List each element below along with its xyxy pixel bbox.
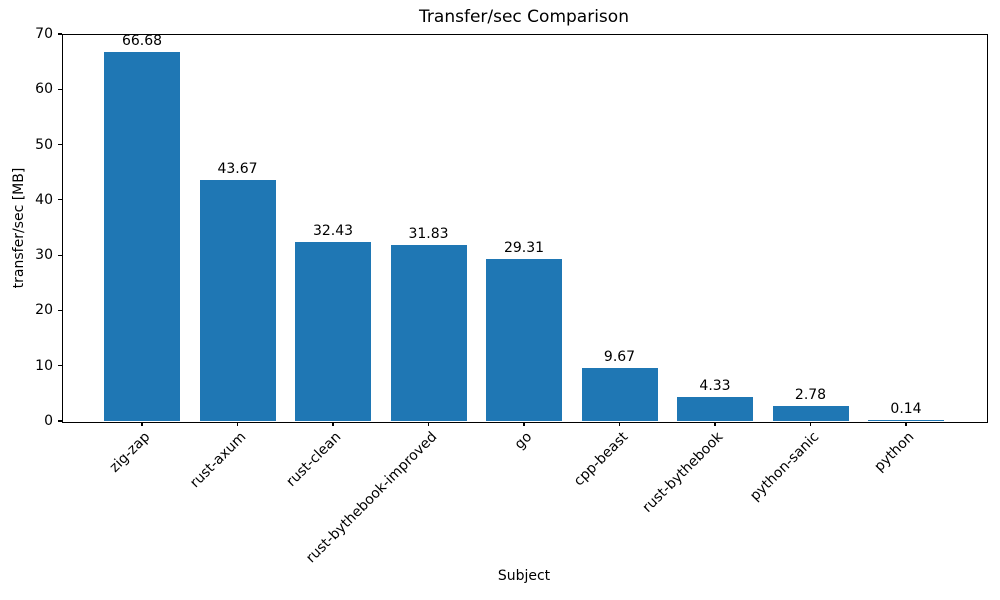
bar-value-label: 4.33 [699, 378, 731, 395]
bar [868, 420, 944, 421]
bar-value-label: 9.67 [603, 348, 636, 365]
x-tick-mark [905, 422, 907, 426]
y-tick-label: 10 [35, 357, 53, 374]
y-tick-label: 50 [35, 136, 53, 153]
bar [199, 179, 276, 421]
x-tick-mark [236, 422, 239, 426]
bar [390, 245, 467, 421]
bar [772, 405, 849, 421]
x-tick-mark [427, 422, 430, 426]
bar-value-label: 2.78 [794, 386, 827, 403]
y-tick-mark [58, 420, 62, 422]
bar-value-label: 0.14 [890, 401, 922, 417]
y-tick-label: 0 [44, 413, 53, 429]
bar-value-label: 66.68 [121, 33, 163, 50]
bar-value-label: 43.67 [217, 160, 258, 177]
y-tick-mark [58, 143, 62, 146]
y-tick-mark [58, 365, 62, 367]
bar-value-label: 32.43 [312, 222, 354, 239]
y-tick-label: 70 [35, 26, 53, 42]
y-tick-label: 40 [35, 191, 53, 208]
x-tick-mark [618, 422, 621, 426]
x-tick-mark [714, 422, 716, 426]
bar [581, 367, 658, 421]
bar [104, 52, 180, 421]
bar [677, 397, 753, 421]
x-tick-mark [809, 422, 812, 426]
bar [486, 258, 562, 421]
y-tick-label: 30 [35, 247, 53, 264]
x-tick-mark [523, 422, 525, 426]
y-tick-mark [58, 33, 62, 35]
y-tick-mark [58, 88, 62, 90]
x-axis-label: Subject [497, 568, 551, 584]
y-tick-mark [58, 199, 62, 201]
x-tick-mark [141, 422, 143, 426]
bar-value-label: 29.31 [503, 239, 545, 256]
y-tick-mark [58, 254, 62, 256]
x-tick-mark [332, 422, 334, 426]
bar [295, 241, 371, 421]
y-tick-mark [58, 309, 62, 312]
y-tick-label: 20 [35, 302, 53, 319]
bar-value-label: 31.83 [408, 226, 449, 243]
chart-title: Transfer/sec Comparison [419, 7, 629, 27]
y-tick-label: 60 [35, 81, 53, 98]
y-axis-label: transfer/sec [MB] [11, 167, 27, 289]
